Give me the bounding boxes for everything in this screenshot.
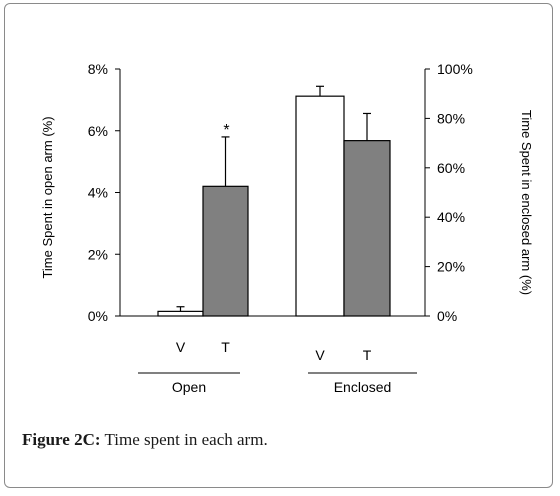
figure-caption-text: Time spent in each arm.	[100, 430, 268, 449]
significance-marker: *	[223, 122, 229, 139]
y-right-tick-label: 40%	[437, 209, 465, 225]
y-left-tick-label: 2%	[88, 246, 108, 262]
group-label-open: Open	[172, 379, 206, 395]
y-right-tick-label: 80%	[437, 110, 465, 126]
category-label: T	[363, 347, 372, 363]
figure-caption: Figure 2C: Time spent in each arm.	[22, 430, 268, 450]
category-label: V	[176, 339, 186, 355]
figure-caption-label: Figure 2C:	[22, 430, 101, 449]
y-left-axis-label: Time Spent in open arm (%)	[40, 116, 55, 278]
bar-chart: 0% 2% 4% 6% 8% 0% 20% 40% 60% 80% 100% Time Spent i…	[40, 61, 534, 395]
bar-open-v	[157, 310, 204, 317]
category-label: V	[315, 347, 325, 363]
group-label-enclosed: Enclosed	[334, 379, 392, 395]
y-left-tick-label: 6%	[88, 123, 108, 139]
y-right-tick-label: 60%	[437, 160, 465, 176]
y-right-tick-label: 100%	[437, 61, 473, 77]
bar-enclosed-t	[343, 140, 391, 317]
category-label: T	[221, 339, 230, 355]
bar-open-t	[202, 185, 249, 317]
bar-enclosed-v	[295, 95, 345, 317]
y-right-tick-label: 0%	[437, 308, 457, 324]
y-left-tick-label: 0%	[88, 308, 108, 324]
y-left-tick-label: 4%	[88, 185, 108, 201]
y-left-tick-label: 8%	[88, 61, 108, 77]
figure-frame: 0% 2% 4% 6% 8% 0% 20% 40% 60% 80% 100% Time Spent i…	[4, 3, 553, 488]
y-right-tick-label: 20%	[437, 259, 465, 275]
y-right-axis-label: Time Spent in enclosed arm (%)	[519, 110, 534, 295]
